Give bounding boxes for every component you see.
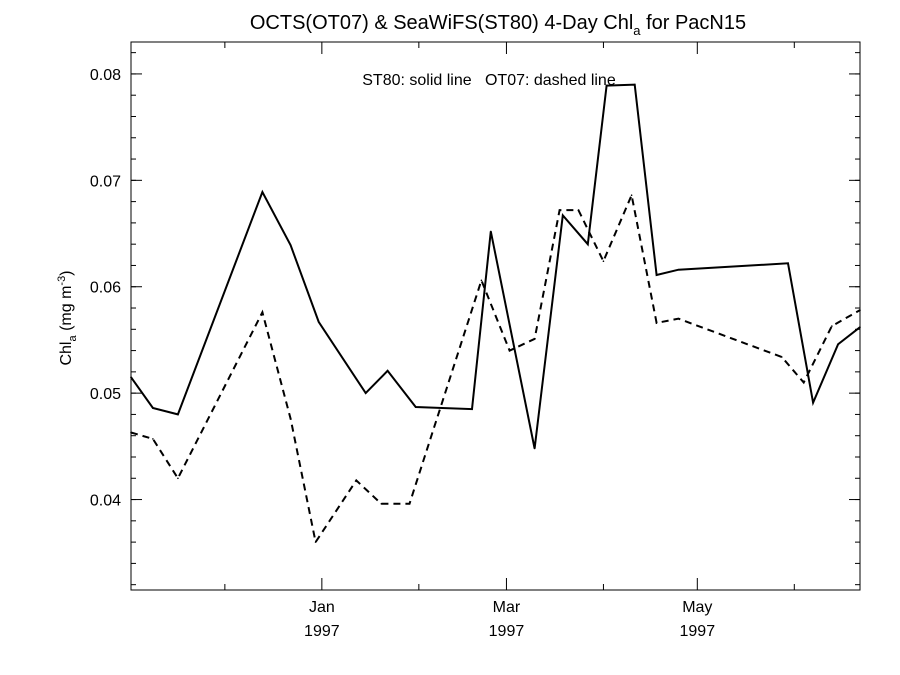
plot-area: 0.04 0.05 0.06 0.07 0.08 Jan 1997 Mar 1997 May 199… [90, 41, 861, 640]
y-tick-label: 0.08 [90, 67, 121, 84]
data-point-st80 [152, 407, 154, 409]
data-point-ot07 [380, 503, 383, 505]
data-point-st80 [364, 392, 367, 394]
data-point-st80 [261, 191, 264, 193]
y-tick-label: 0.06 [90, 280, 121, 297]
data-point-st80 [177, 413, 179, 416]
data-point-st80 [490, 230, 492, 233]
y-axis-label: Chla (mg m-3) [56, 270, 79, 365]
x-tick-year-label: 1997 [680, 623, 716, 640]
data-point-st80 [787, 262, 789, 265]
data-point-ot07 [577, 209, 580, 211]
data-point-st80 [533, 447, 536, 450]
data-point-ot07 [289, 417, 292, 420]
ylabel-close: ) [58, 270, 75, 275]
x-tick-year-label: 1997 [489, 623, 525, 640]
data-point-st80 [289, 244, 292, 247]
data-point-ot07 [630, 194, 633, 197]
ylabel-units: (mg m [58, 286, 75, 336]
title-suffix: for PacN15 [641, 12, 747, 34]
data-point-ot07 [314, 541, 317, 543]
chart-title: OCTS(OT07) & SeaWiFS(ST80) 4-Day Chla fo… [250, 12, 746, 38]
data-point-ot07 [859, 309, 861, 311]
data-point-st80 [130, 376, 132, 378]
y-tick-label: 0.04 [90, 493, 121, 510]
ylabel-main: Chl [58, 342, 75, 366]
data-point-ot07 [655, 322, 658, 324]
x-tick-month-label: May [682, 599, 712, 616]
data-point-ot07 [602, 260, 605, 263]
x-tick-month-label: Mar [493, 599, 521, 616]
data-point-ot07 [802, 381, 805, 384]
data-point-st80 [812, 401, 814, 404]
data-point-ot07 [355, 479, 358, 482]
data-point-ot07 [130, 431, 132, 434]
data-point-ot07 [558, 209, 561, 211]
data-point-ot07 [533, 338, 536, 340]
data-point-st80 [471, 408, 473, 410]
data-point-st80 [837, 343, 839, 345]
x-tick-month-label: Jan [309, 599, 335, 616]
data-point-st80 [586, 243, 589, 245]
data-point-st80 [655, 274, 658, 276]
data-point-st80 [317, 321, 320, 323]
data-point-st80 [386, 370, 389, 372]
data-point-ot07 [677, 317, 680, 320]
series-annotation: ST80: solid line OT07: dashed line [362, 72, 616, 89]
data-point-ot07 [261, 311, 264, 314]
data-point-ot07 [408, 503, 411, 505]
plot-frame [130, 41, 861, 591]
ylabel-exponent: -3 [56, 276, 68, 286]
data-point-ot07 [508, 349, 511, 352]
data-point-ot07 [152, 438, 154, 440]
title-main: OCTS(OT07) & SeaWiFS(ST80) 4-Day Chl [250, 12, 633, 34]
data-point-st80 [561, 214, 564, 217]
y-tick-label: 0.07 [90, 173, 121, 190]
data-point-ot07 [780, 356, 783, 358]
x-tick-year-label: 1997 [304, 623, 340, 640]
data-point-ot07 [480, 279, 483, 282]
data-point-st80 [677, 268, 680, 271]
title-subscript: a [633, 23, 641, 38]
data-point-st80 [414, 406, 417, 408]
series-line-ot07 [130, 191, 861, 545]
ylabel-subscript: a [67, 335, 79, 342]
data-point-st80 [633, 83, 636, 86]
data-point-ot07 [177, 477, 179, 480]
y-tick-label: 0.05 [90, 386, 121, 403]
data-point-ot07 [831, 325, 833, 327]
series-line-st80 [130, 83, 861, 449]
data-point-st80 [605, 84, 608, 87]
data-point-st80 [859, 326, 861, 328]
